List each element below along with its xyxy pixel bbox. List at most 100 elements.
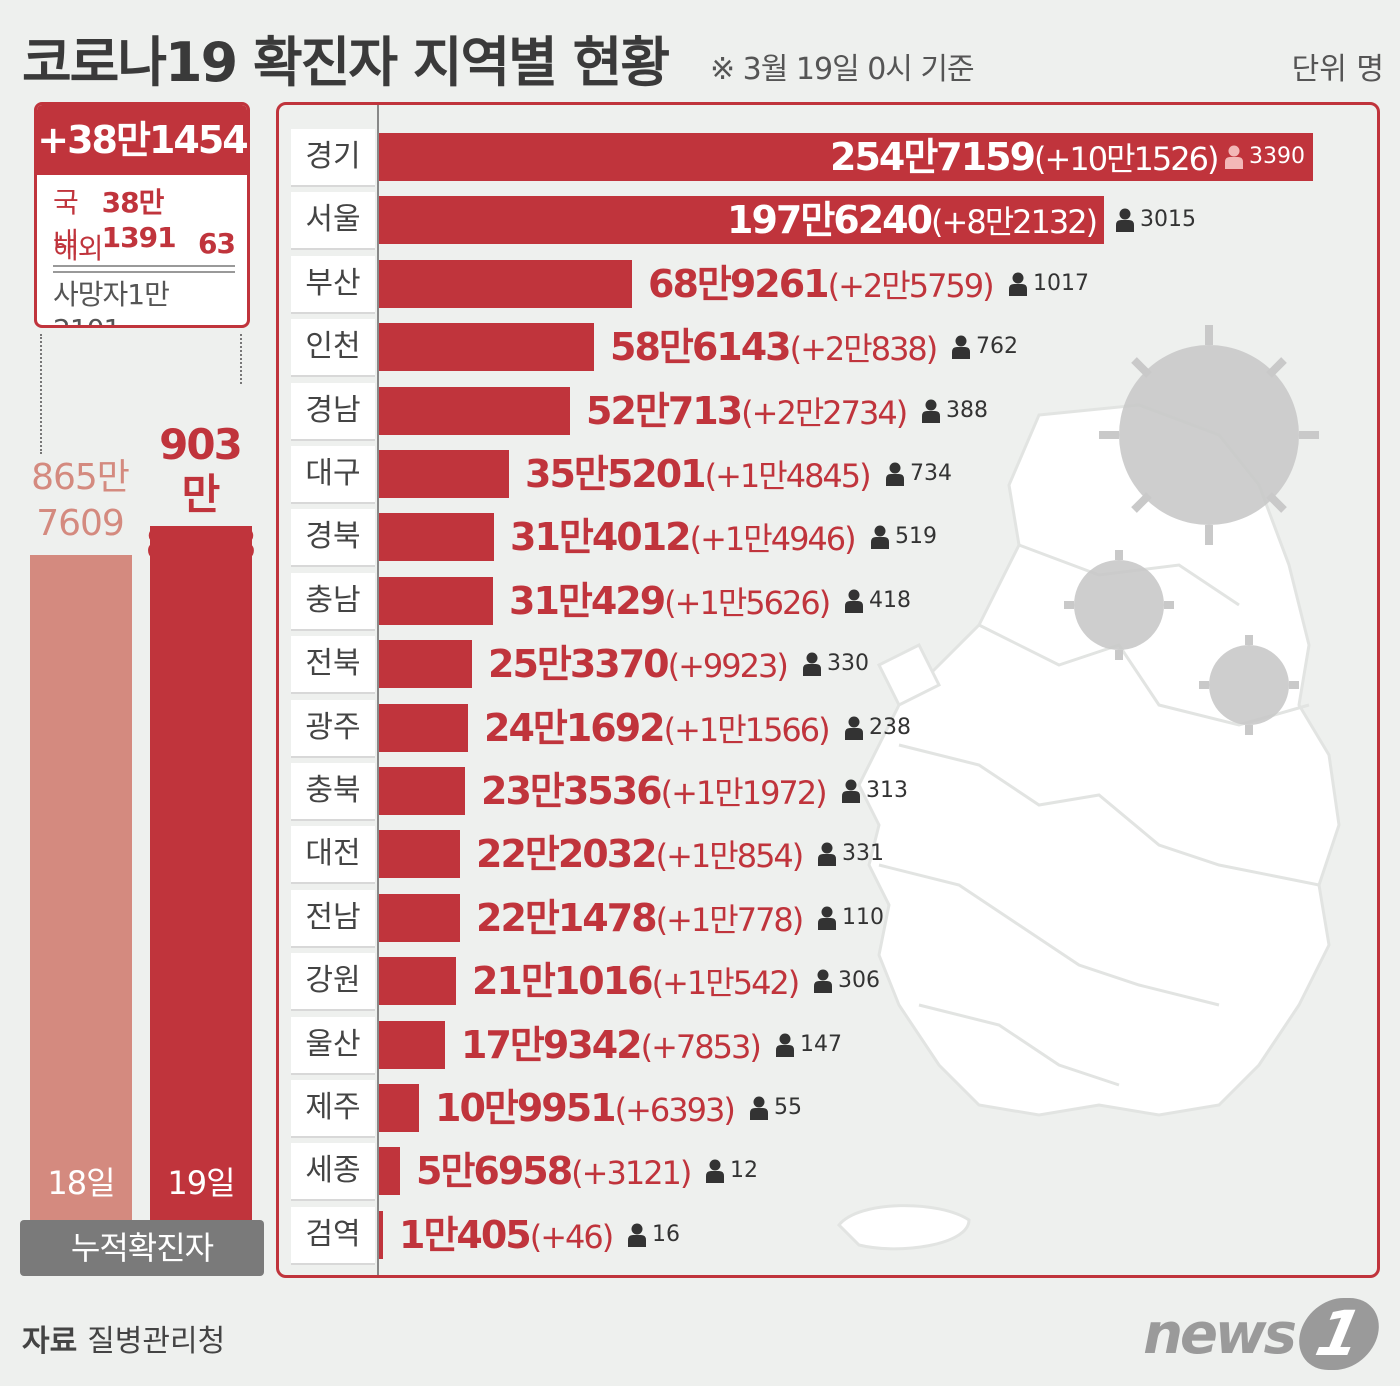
region-row: 검역 1만405(+46) 16 bbox=[279, 1206, 1377, 1267]
region-label: 부산 bbox=[291, 255, 375, 314]
region-value-label: 31만429(+1만5626) bbox=[509, 577, 831, 625]
region-value-label: 21만1016(+1만542) bbox=[472, 957, 800, 1005]
region-row: 울산 17만9342(+7853) 147 bbox=[279, 1016, 1377, 1077]
region-deaths-value: 734 bbox=[910, 461, 952, 486]
region-daily-new: (+10만1526) bbox=[1034, 140, 1219, 178]
region-row: 서울 197만6240(+8만2132) 3015 bbox=[279, 192, 1377, 252]
regional-chart-panel: 경기 254만7159(+10만1526) 3390 서울 197만6240(+8만21… bbox=[276, 102, 1380, 1278]
region-deaths: 762 bbox=[952, 323, 1018, 371]
region-label: 울산 bbox=[291, 1016, 375, 1075]
region-deaths-value: 12 bbox=[730, 1158, 758, 1184]
region-row: 인천 58만6143(+2만838) 762 bbox=[279, 319, 1377, 379]
region-daily-new: (+1만4845) bbox=[704, 457, 872, 495]
source-note: 자료 질병관리청 bbox=[22, 1316, 225, 1360]
region-daily-new: (+3121) bbox=[571, 1154, 692, 1193]
cumulative-18-label-line2: 7609 bbox=[36, 503, 125, 544]
region-deaths: 388 bbox=[922, 387, 988, 435]
region-row: 대전 22만2032(+1만854) 331 bbox=[279, 826, 1377, 886]
region-bar bbox=[379, 957, 456, 1006]
region-bar bbox=[379, 1210, 383, 1259]
region-value-label: 5만6958(+3121) bbox=[416, 1147, 692, 1195]
region-value-label: 22만2032(+1만854) bbox=[476, 830, 805, 878]
region-label: 충남 bbox=[291, 572, 375, 631]
region-daily-new: (+7853) bbox=[640, 1027, 762, 1066]
region-total: 5만6958 bbox=[416, 1149, 573, 1194]
region-deaths-value: 3015 bbox=[1140, 207, 1196, 233]
overseas-label: 해외 bbox=[53, 232, 104, 265]
region-total: 254만7159 bbox=[830, 135, 1036, 179]
new-cases-summary: +38만1454 국내 38만1391 해외 63 사망자1만2101 bbox=[34, 102, 250, 328]
person-icon bbox=[803, 652, 821, 677]
region-deaths-value: 331 bbox=[842, 841, 884, 867]
region-deaths-value: 55 bbox=[774, 1095, 802, 1120]
region-bar bbox=[379, 450, 509, 498]
region-daily-new: (+46) bbox=[529, 1217, 614, 1256]
region-bar bbox=[379, 196, 1104, 245]
person-icon bbox=[750, 1096, 768, 1120]
region-deaths: 306 bbox=[814, 957, 880, 1005]
person-icon bbox=[706, 1159, 724, 1184]
region-deaths-value: 313 bbox=[866, 778, 908, 803]
region-deaths-value: 238 bbox=[869, 714, 911, 740]
region-deaths: 1017 bbox=[1009, 260, 1089, 308]
region-daily-new: (+9923) bbox=[667, 647, 789, 686]
region-value-label: 52만713(+2만2734) bbox=[586, 387, 908, 435]
person-icon bbox=[922, 399, 940, 423]
logo-badge: 1 bbox=[1292, 1297, 1386, 1370]
region-deaths: 313 bbox=[842, 767, 908, 815]
region-row: 세종 5만6958(+3121) 12 bbox=[279, 1143, 1377, 1203]
deaths-total: 사망자1만2101 bbox=[53, 278, 170, 325]
region-row: 대구 35만5201(+1만4845) 734 bbox=[279, 446, 1377, 506]
source-label: 자료 bbox=[22, 1324, 78, 1359]
domestic-label: 국내 bbox=[53, 186, 79, 259]
region-total: 21만1016 bbox=[472, 959, 654, 1004]
region-bar bbox=[379, 640, 472, 689]
region-label: 충북 bbox=[291, 763, 375, 821]
region-total: 52만713 bbox=[586, 388, 743, 433]
person-icon bbox=[1009, 272, 1027, 296]
person-icon bbox=[628, 1223, 646, 1247]
region-row: 전남 22만1478(+1만778) 110 bbox=[279, 889, 1377, 950]
region-row: 충남 31만429(+1만5626) 418 bbox=[279, 572, 1377, 633]
region-row: 경남 52만713(+2만2734) 388 bbox=[279, 382, 1377, 443]
region-label: 인천 bbox=[291, 319, 375, 378]
region-daily-new: (+1만854) bbox=[655, 837, 805, 876]
region-deaths-value: 16 bbox=[652, 1221, 680, 1247]
region-value-label: 68만9261(+2만5759) bbox=[648, 260, 995, 308]
region-total: 31만4012 bbox=[510, 515, 692, 560]
person-icon bbox=[1225, 145, 1243, 169]
overseas-value: 63 bbox=[198, 227, 236, 260]
person-icon bbox=[842, 779, 860, 803]
region-value-label: 31만4012(+1만4946) bbox=[510, 513, 857, 561]
region-row: 충북 23만3536(+1만1972) 313 bbox=[279, 763, 1377, 823]
region-bar bbox=[379, 576, 493, 625]
region-total: 24만1692 bbox=[484, 705, 666, 750]
region-deaths: 16 bbox=[628, 1211, 680, 1259]
person-icon bbox=[952, 335, 970, 360]
region-row: 경기 254만7159(+10만1526) 3390 bbox=[279, 129, 1377, 189]
person-icon bbox=[886, 462, 904, 486]
region-deaths-value: 306 bbox=[838, 968, 880, 994]
region-row: 전북 25만3370(+9923) 330 bbox=[279, 636, 1377, 696]
cumulative-day-18: 18일 bbox=[47, 1164, 115, 1202]
unit-note: 단위 명 bbox=[1291, 52, 1384, 87]
region-total: 22만1478 bbox=[476, 895, 658, 940]
region-value-label: 197만6240(+8만2132) bbox=[727, 196, 1098, 244]
cumulative-bar-18: 18일 bbox=[30, 555, 132, 1220]
region-deaths-value: 110 bbox=[842, 904, 884, 930]
virus-spikes bbox=[1064, 325, 1319, 735]
region-label: 제주 bbox=[291, 1080, 375, 1138]
region-bar bbox=[379, 1084, 419, 1132]
region-value-label: 10만9951(+6393) bbox=[435, 1084, 736, 1132]
region-daily-new: (+2만838) bbox=[789, 330, 939, 369]
region-deaths-value: 519 bbox=[895, 524, 937, 550]
region-total: 17만9342 bbox=[461, 1022, 643, 1067]
region-deaths-value: 330 bbox=[827, 651, 869, 677]
region-bar bbox=[379, 767, 465, 815]
region-deaths: 330 bbox=[803, 640, 869, 688]
region-label: 강원 bbox=[291, 953, 375, 1012]
region-daily-new: (+1만4946) bbox=[689, 520, 857, 559]
region-value-label: 25만3370(+9923) bbox=[488, 640, 789, 688]
region-deaths-value: 147 bbox=[800, 1031, 842, 1057]
cumulative-18-label-line1: 865만 bbox=[31, 457, 130, 498]
